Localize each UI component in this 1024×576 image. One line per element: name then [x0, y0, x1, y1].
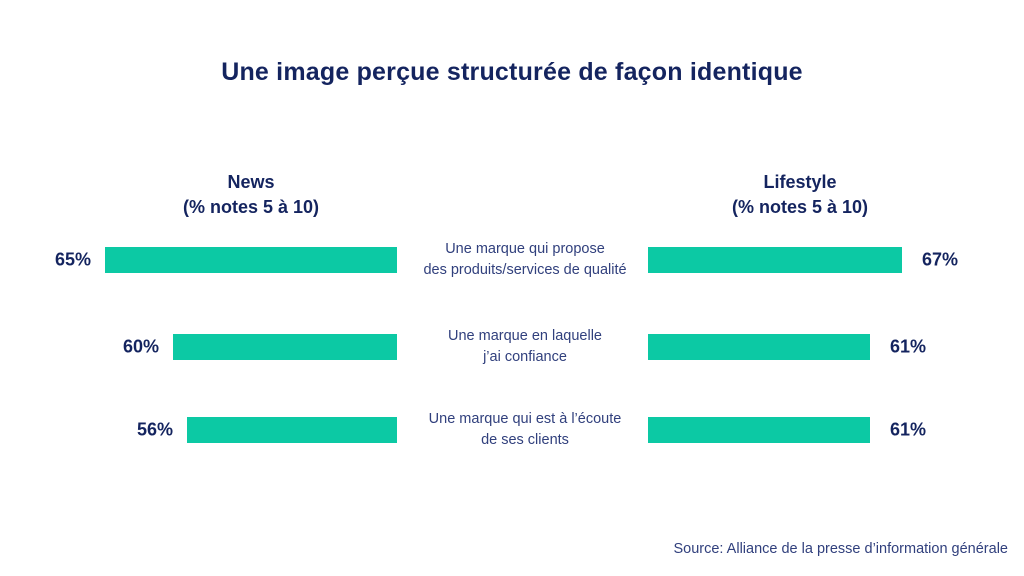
column-header-news-name: News: [227, 172, 275, 192]
lifestyle-bar: 61%: [648, 417, 926, 443]
lifestyle-bar: 61%: [648, 334, 926, 360]
news-value-label: 60%: [122, 336, 159, 357]
lifestyle-bar: 67%: [648, 247, 958, 273]
column-header-lifestyle: Lifestyle (% notes 5 à 10): [640, 170, 960, 220]
category-label-line1: Une marque qui propose: [445, 241, 605, 257]
news-bar: 60%: [123, 334, 397, 360]
chart-row: 65% Une marque qui propose des produits/…: [0, 241, 1024, 278]
column-header-lifestyle-name: Lifestyle: [763, 172, 837, 192]
chart-title: Une image perçue structurée de façon ide…: [221, 58, 803, 86]
lifestyle-value-label: 67%: [922, 249, 959, 270]
chart-row: 56% Une marque qui est à l’écoute de ses…: [0, 411, 1024, 448]
category-label: Une marque en laquelle j’ai confiance: [400, 326, 650, 368]
news-value-label: 56%: [136, 419, 173, 440]
chart-row: 60% Une marque en laquelle j’ai confianc…: [0, 328, 1024, 365]
column-header-news: News (% notes 5 à 10): [91, 170, 411, 220]
column-header-lifestyle-subtitle: (% notes 5 à 10): [731, 197, 869, 217]
category-label-line2: des produits/services de qualité: [423, 262, 627, 278]
source-credit: Source: Alliance de la presse d’informat…: [673, 541, 1008, 557]
category-label: Une marque qui propose des produits/serv…: [400, 239, 650, 281]
lifestyle-value-label: 61%: [890, 336, 927, 357]
news-bar: 65%: [55, 247, 397, 273]
category-label-line2: de ses clients: [481, 432, 569, 448]
news-bar: 56%: [137, 417, 397, 443]
category-label-line1: Une marque qui est à l’écoute: [428, 411, 622, 427]
category-label: Une marque qui est à l’écoute de ses cli…: [400, 409, 650, 451]
category-label-line2: j’ai confiance: [483, 349, 567, 365]
lifestyle-value-label: 61%: [890, 419, 927, 440]
column-header-news-subtitle: (% notes 5 à 10): [182, 197, 320, 217]
news-value-label: 65%: [54, 249, 91, 270]
category-label-line1: Une marque en laquelle: [448, 328, 602, 344]
